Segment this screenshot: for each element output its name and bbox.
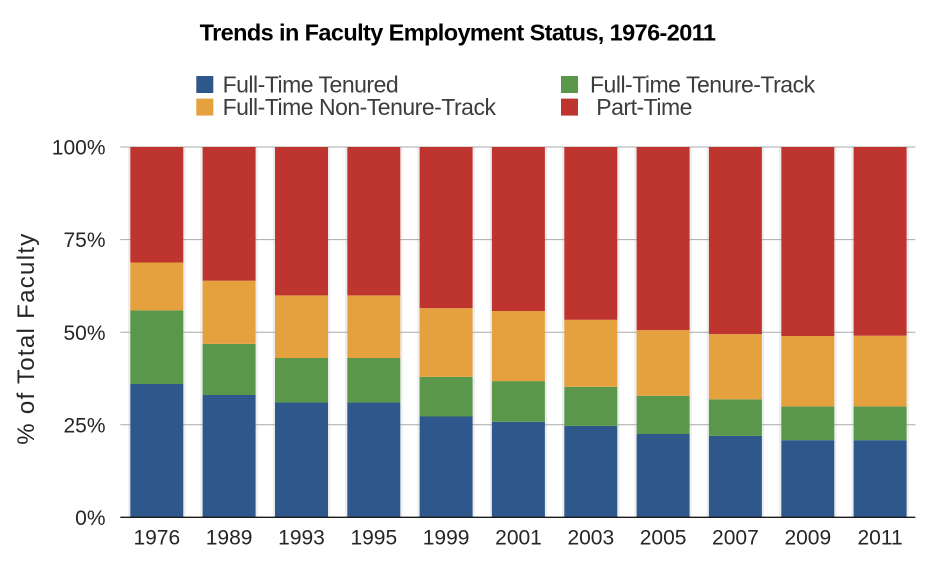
svg-text:75%: 75% <box>63 229 105 252</box>
svg-text:2003: 2003 <box>567 527 614 550</box>
svg-text:% of Total Faculty: % of Total Faculty <box>13 232 40 444</box>
svg-text:1999: 1999 <box>423 527 470 550</box>
svg-text:25%: 25% <box>63 414 105 437</box>
svg-text:1989: 1989 <box>206 527 253 550</box>
svg-text:2011: 2011 <box>858 527 903 550</box>
svg-text:1995: 1995 <box>350 527 397 550</box>
svg-text:Full-Time Tenured: Full-Time Tenured <box>223 72 399 98</box>
svg-text:0%: 0% <box>75 507 105 530</box>
svg-text:Part-Time: Part-Time <box>596 94 692 120</box>
svg-text:Trends in Faculty Employment S: Trends in Faculty Employment Status, 197… <box>200 19 716 45</box>
svg-text:Full-Time Non-Tenure-Track: Full-Time Non-Tenure-Track <box>223 94 497 120</box>
svg-text:2007: 2007 <box>712 527 759 550</box>
svg-text:100%: 100% <box>52 137 106 160</box>
svg-text:1976: 1976 <box>133 527 180 550</box>
svg-text:2001: 2001 <box>495 527 542 550</box>
svg-text:Full-Time Tenure-Track: Full-Time Tenure-Track <box>590 72 816 98</box>
svg-text:50%: 50% <box>63 322 105 345</box>
svg-text:2005: 2005 <box>640 527 687 550</box>
svg-text:1993: 1993 <box>278 527 325 550</box>
svg-text:2009: 2009 <box>784 527 831 550</box>
